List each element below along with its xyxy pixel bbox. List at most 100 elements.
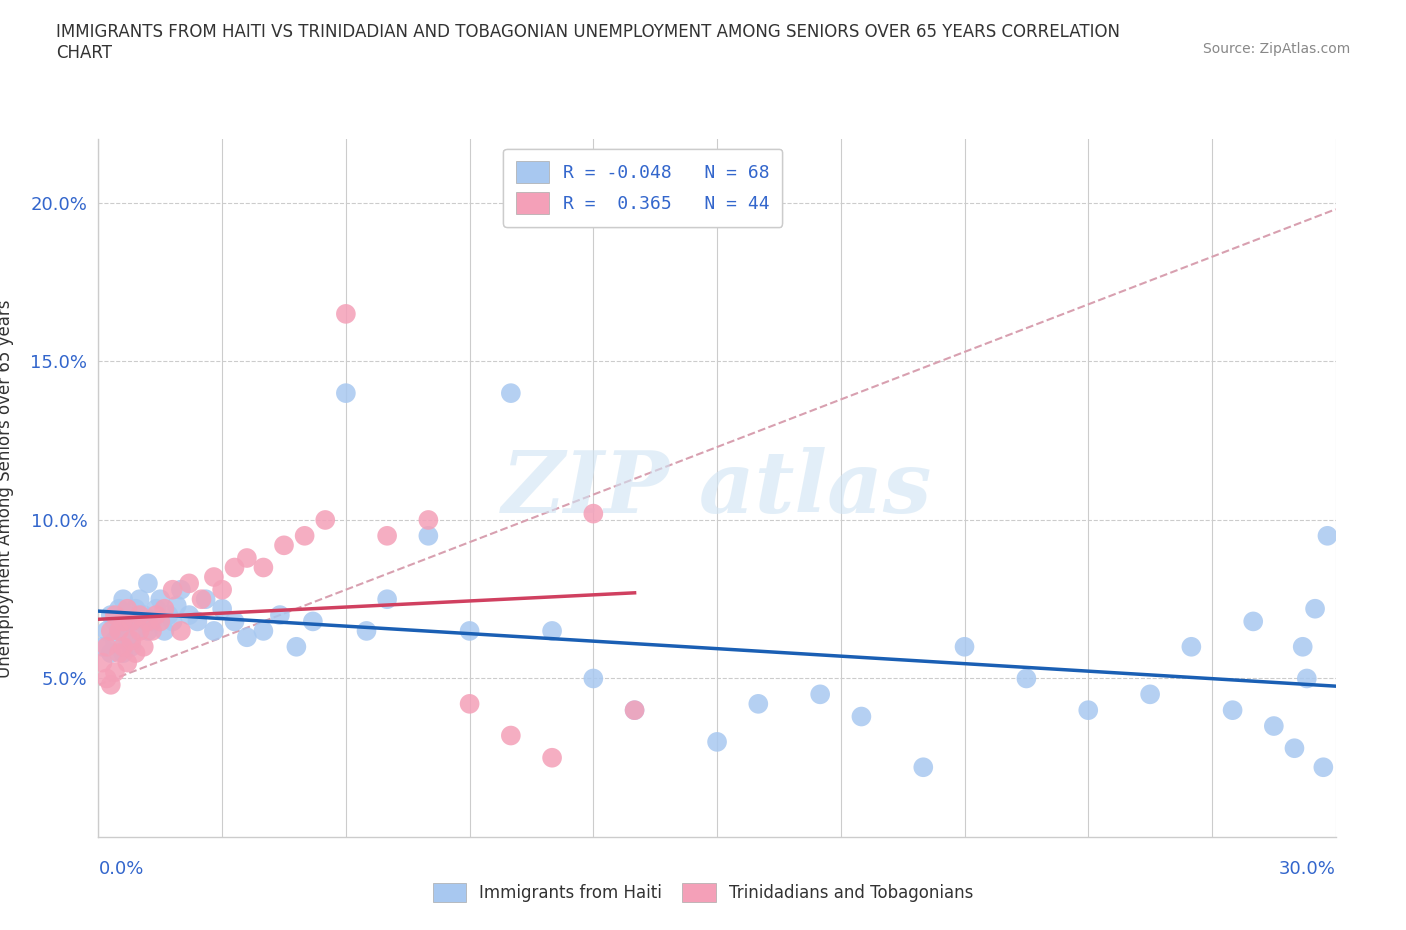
Point: [100, 607, 122, 622]
Point: [1222, 703, 1244, 718]
Point: [202, 623, 225, 638]
Point: [252, 623, 274, 638]
Point: [851, 709, 873, 724]
Point: [136, 614, 159, 629]
Point: [117, 602, 139, 617]
Point: [541, 623, 564, 638]
Point: [145, 602, 167, 617]
Point: [132, 639, 155, 654]
Text: CHART: CHART: [56, 44, 112, 61]
Point: [1180, 639, 1202, 654]
Point: [91, 639, 114, 654]
Point: [120, 614, 142, 629]
Point: [186, 614, 208, 629]
Text: ZIP atlas: ZIP atlas: [502, 446, 932, 530]
Point: [141, 614, 163, 629]
Point: [108, 602, 131, 617]
Point: [170, 582, 193, 597]
Point: [1303, 602, 1326, 617]
Point: [104, 607, 127, 622]
Point: [162, 582, 184, 597]
Point: [136, 623, 159, 638]
Point: [1312, 760, 1334, 775]
Point: [166, 598, 188, 613]
Point: [418, 528, 440, 543]
Point: [179, 607, 201, 622]
Point: [808, 687, 831, 702]
Point: [128, 607, 150, 622]
Point: [194, 591, 217, 606]
Point: [224, 560, 246, 575]
Point: [224, 614, 246, 629]
Point: [285, 639, 308, 654]
Point: [294, 528, 316, 543]
Point: [91, 655, 114, 670]
Point: [356, 623, 378, 638]
Point: [100, 677, 122, 692]
Text: 30.0%: 30.0%: [1279, 860, 1336, 878]
Point: [149, 591, 172, 606]
Point: [153, 602, 176, 617]
Point: [112, 614, 135, 629]
Point: [179, 576, 201, 591]
Point: [1077, 703, 1099, 718]
Point: [582, 671, 605, 686]
Point: [96, 671, 118, 686]
Point: [541, 751, 564, 765]
Point: [1316, 528, 1339, 543]
Point: [108, 645, 131, 660]
Point: [104, 665, 127, 680]
Point: [202, 569, 225, 584]
Point: [120, 639, 142, 654]
Point: [100, 623, 122, 638]
Point: [153, 623, 176, 638]
Point: [623, 703, 645, 718]
Point: [912, 760, 935, 775]
Point: [141, 623, 163, 638]
Point: [112, 591, 135, 606]
Point: [132, 607, 155, 622]
Point: [335, 386, 357, 401]
Point: [112, 639, 135, 654]
Point: [1284, 741, 1306, 756]
Point: [499, 728, 522, 743]
Point: [211, 602, 233, 617]
Point: [458, 697, 481, 711]
Point: [211, 582, 233, 597]
Point: [236, 551, 259, 565]
Point: [128, 591, 150, 606]
Point: [117, 607, 139, 622]
Point: [108, 623, 131, 638]
Text: 0.0%: 0.0%: [98, 860, 143, 878]
Point: [96, 639, 118, 654]
Point: [1015, 671, 1038, 686]
Point: [96, 623, 118, 638]
Point: [747, 697, 769, 711]
Point: [124, 623, 146, 638]
Point: [1292, 639, 1315, 654]
Text: Source: ZipAtlas.com: Source: ZipAtlas.com: [1202, 42, 1350, 56]
Point: [302, 614, 325, 629]
Point: [499, 386, 522, 401]
Point: [273, 538, 295, 552]
Point: [120, 633, 142, 648]
Point: [124, 645, 146, 660]
Point: [149, 614, 172, 629]
Point: [157, 607, 180, 622]
Point: [314, 512, 336, 527]
Point: [375, 528, 398, 543]
Point: [418, 512, 440, 527]
Point: [335, 306, 357, 321]
Point: [375, 591, 398, 606]
Point: [162, 614, 184, 629]
Point: [1295, 671, 1317, 686]
Point: [104, 633, 127, 648]
Point: [120, 614, 142, 629]
Point: [236, 630, 259, 644]
Point: [269, 607, 291, 622]
Point: [582, 506, 605, 521]
Point: [136, 576, 159, 591]
Point: [190, 591, 212, 606]
Point: [252, 560, 274, 575]
Y-axis label: Unemployment Among Seniors over 65 years: Unemployment Among Seniors over 65 years: [0, 299, 14, 677]
